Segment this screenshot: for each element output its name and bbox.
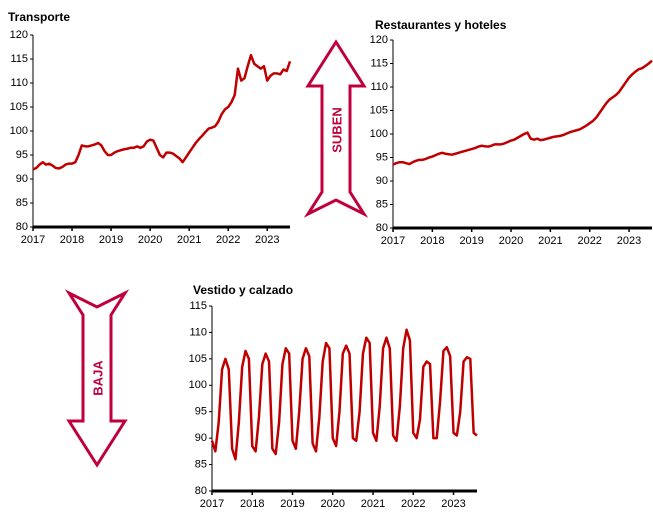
x-tick-label: 2020 <box>321 498 345 510</box>
chart-title: Restaurantes y hoteles <box>375 18 507 32</box>
y-tick-label: 95 <box>16 149 28 161</box>
data-line <box>32 53 292 171</box>
x-tick-label: 2018 <box>60 234 84 246</box>
y-tick-label: 80 <box>16 221 28 233</box>
x-tick-label: 2022 <box>401 498 425 510</box>
x-tick-label: 2023 <box>255 234 279 246</box>
y-tick-label: 90 <box>16 173 28 185</box>
arrow-label: BAJA <box>90 360 105 396</box>
y-tick-label: 90 <box>195 432 207 444</box>
y-tick-label: 100 <box>370 128 388 140</box>
down-arrow <box>64 289 130 468</box>
y-tick-label: 120 <box>10 29 28 41</box>
x-tick-label: 2020 <box>138 234 162 246</box>
y-tick-label: 85 <box>376 198 388 210</box>
x-tick-label: 2021 <box>177 234 201 246</box>
y-tick-label: 110 <box>189 326 207 338</box>
chart-title: Transporte <box>8 10 70 24</box>
x-tick-label: 2017 <box>21 234 45 246</box>
x-tick-label: 2021 <box>538 235 562 247</box>
y-tick-label: 115 <box>10 53 28 65</box>
x-tick-label: 2023 <box>617 235 641 247</box>
y-tick-label: 80 <box>376 222 388 234</box>
y-tick-label: 85 <box>195 458 207 470</box>
y-tick-label: 95 <box>195 406 207 418</box>
x-tick-label: 2019 <box>459 235 483 247</box>
y-tick-label: 80 <box>195 485 207 497</box>
y-tick-label: 115 <box>189 300 207 312</box>
x-tick-label: 2022 <box>216 234 240 246</box>
y-tick-label: 95 <box>376 151 388 163</box>
y-tick-label: 110 <box>370 81 388 93</box>
x-tick-label: 2018 <box>240 498 264 510</box>
y-tick-label: 120 <box>370 34 388 46</box>
y-tick-label: 105 <box>189 353 207 365</box>
y-tick-label: 105 <box>370 104 388 116</box>
y-tick-label: 100 <box>10 125 28 137</box>
up-arrow <box>303 39 369 218</box>
chart-title: Vestido y calzado <box>193 283 293 297</box>
data-line <box>210 328 478 461</box>
x-tick-label: 2019 <box>280 498 304 510</box>
x-tick-label: 2023 <box>441 498 465 510</box>
x-tick-label: 2017 <box>200 498 224 510</box>
data-line <box>392 59 653 166</box>
x-tick-label: 2020 <box>499 235 523 247</box>
y-tick-label: 90 <box>376 175 388 187</box>
y-tick-label: 115 <box>370 57 388 69</box>
y-tick-label: 85 <box>16 197 28 209</box>
y-tick-label: 100 <box>189 379 207 391</box>
arrow-label: SUBEN <box>329 107 344 153</box>
x-tick-label: 2017 <box>381 235 405 247</box>
x-tick-label: 2019 <box>99 234 123 246</box>
x-tick-label: 2022 <box>577 235 601 247</box>
y-tick-label: 105 <box>10 101 28 113</box>
x-tick-label: 2021 <box>361 498 385 510</box>
y-tick-label: 110 <box>10 77 28 89</box>
x-tick-label: 2018 <box>420 235 444 247</box>
